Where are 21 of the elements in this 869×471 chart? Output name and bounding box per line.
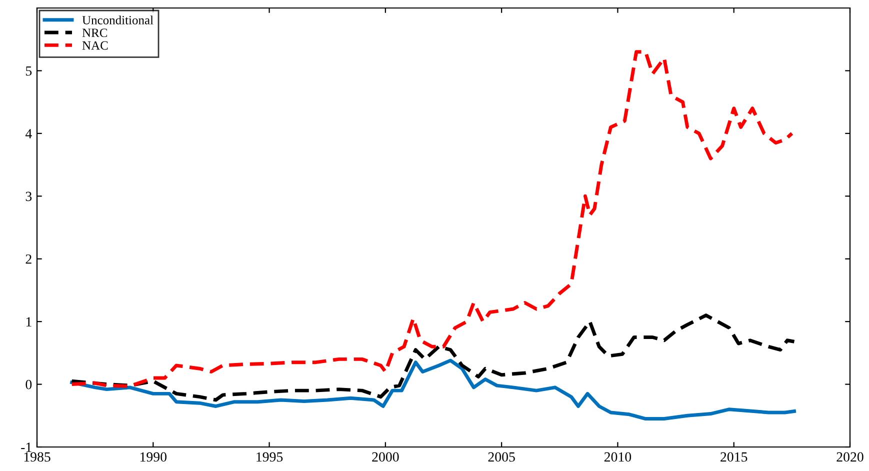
x-tick-label: 2005	[488, 452, 515, 462]
y-tick-label: 0	[26, 380, 32, 390]
y-tick-label: 4	[25, 129, 32, 138]
legend-label: Unconditional	[82, 16, 154, 24]
x-tick-label: 1995	[256, 452, 283, 462]
y-tick-label: 1	[26, 317, 32, 326]
y-tick-label: -1	[21, 442, 32, 452]
legend-label: NAC	[82, 41, 108, 50]
line-series	[70, 358, 796, 421]
legend-label: NRC	[82, 28, 108, 38]
x-tick-label: 2015	[720, 452, 748, 462]
y-tick-label: 5	[26, 66, 32, 76]
x-tick-label: 1990	[140, 452, 166, 462]
x-tick-label: 2020	[836, 452, 864, 462]
x-tick-label: 1985	[24, 452, 50, 462]
y-tick-label: 3	[26, 192, 32, 202]
line-series	[70, 314, 796, 402]
y-tick-label: 2	[26, 254, 32, 264]
x-tick-label: 2010	[604, 452, 632, 462]
x-tick-label: 2000	[372, 452, 399, 462]
line-series	[70, 50, 794, 388]
